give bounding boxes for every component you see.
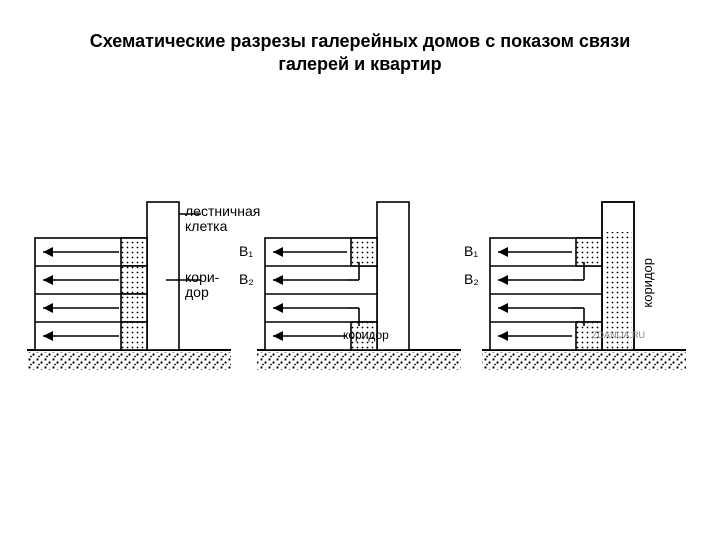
label-staircase: лестничная клетка bbox=[185, 204, 260, 235]
label-corridor-1: кори- дор bbox=[185, 270, 219, 301]
label-B1-panel2: В₁ bbox=[239, 244, 253, 259]
label-B2-panel2: В₂ bbox=[239, 272, 254, 287]
section-diagrams bbox=[20, 150, 700, 420]
label-B1-panel3: В₁ bbox=[464, 244, 478, 259]
title-line2: галерей и квартир bbox=[278, 54, 441, 74]
label-corridor-3: коридор bbox=[640, 258, 655, 308]
label-B2-panel3: В₂ bbox=[464, 272, 479, 287]
label-corridor-2: коридор bbox=[343, 329, 389, 342]
watermark: ZDANIJA.RU bbox=[592, 331, 645, 341]
title-line1: Схематические разрезы галерейных домов с… bbox=[90, 31, 631, 51]
